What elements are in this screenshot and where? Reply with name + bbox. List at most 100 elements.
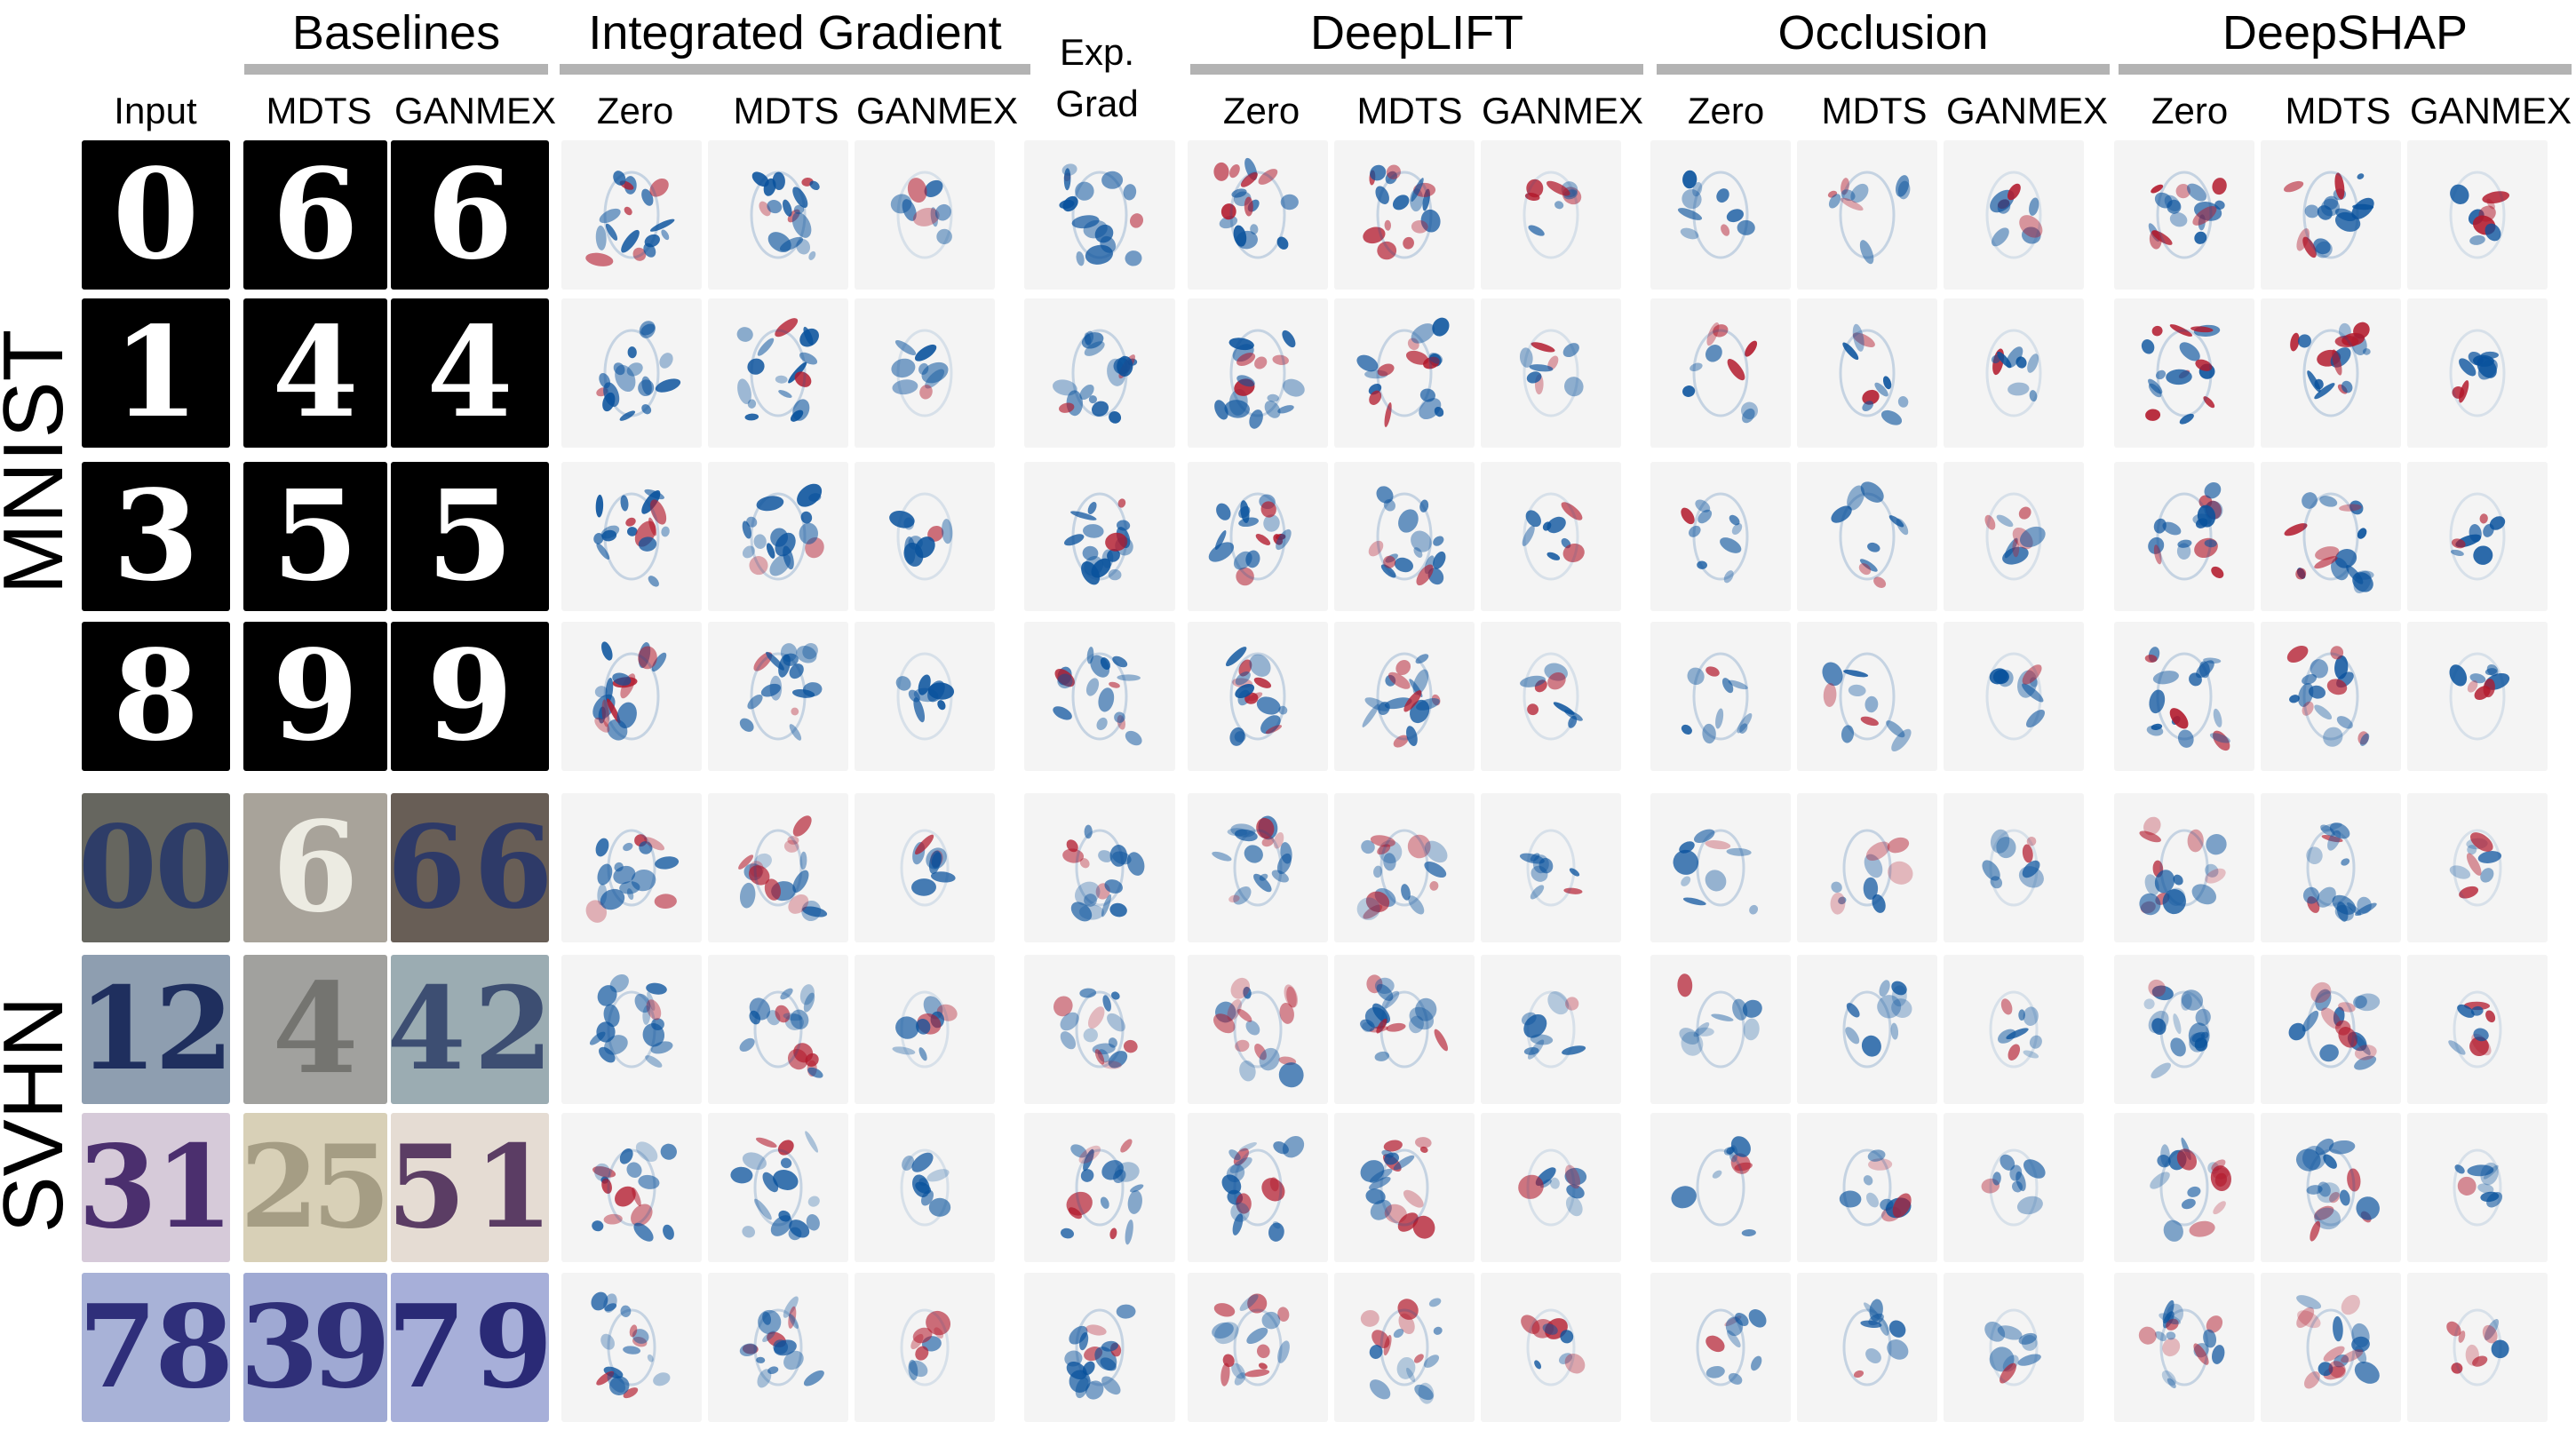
attribution-map-ig-ganmex [855,462,995,611]
attribution-map-shap-mdts [2261,955,2401,1104]
attribution-map-ig-mdts [708,462,848,611]
attribution-map-exp-grad [1024,955,1175,1104]
attribution-map-shap-mdts [2261,1273,2401,1422]
attribution-map-dl-mdts [1334,140,1475,290]
digit-text: 5 [426,464,513,609]
attribution-map-exp-grad [1024,1273,1175,1422]
attribution-map-dl-mdts [1334,1113,1475,1262]
attribution-map-occ-ganmex [1944,1113,2084,1262]
attribution-map-ig-zero [561,1113,702,1262]
attribution-map-shap-zero [2114,140,2254,290]
attribution-map-occ-zero [1650,1273,1791,1422]
digit-text: 0 [113,142,199,288]
attribution-map-ig-zero [561,140,702,290]
attribution-map-ig-ganmex [855,955,995,1104]
baseline-ganmex-image: 79 [391,1273,549,1422]
digit-text: 78 [82,1281,230,1414]
baseline-ganmex-image: 42 [391,955,549,1104]
attribution-map-shap-zero [2114,955,2254,1104]
attribution-map-shap-ganmex [2407,1273,2548,1422]
attribution-map-occ-ganmex [1944,298,2084,448]
attribution-map-exp-grad [1024,1113,1175,1262]
input-image: 00 [82,793,230,942]
attribution-map-ig-ganmex [855,140,995,290]
attribution-map-shap-ganmex [2407,298,2548,448]
attribution-map-dl-ganmex [1481,462,1621,611]
input-image: 31 [82,1113,230,1262]
attribution-map-shap-ganmex [2407,793,2548,942]
col-shap-zero-header: Zero [2114,89,2265,133]
attribution-map-occ-ganmex [1944,955,2084,1104]
group-occlusion-bar [1657,64,2110,75]
digit-text: 39 [243,1281,387,1414]
digit-text: 9 [272,624,358,769]
input-image: 3 [82,462,230,611]
attribution-map-occ-ganmex [1944,140,2084,290]
group-baselines-bar [244,64,548,75]
col-occ-zero-header: Zero [1650,89,1801,133]
attribution-map-ig-zero [561,298,702,448]
attribution-map-dl-zero [1188,1273,1328,1422]
col-occ-ganmex-header: GANMEX [1943,89,2111,133]
group-deepshap-bar [2119,64,2572,75]
attribution-map-occ-ganmex [1944,1273,2084,1422]
attribution-map-dl-zero [1188,955,1328,1104]
digit-text: 6 [272,142,358,288]
col-dl-mdts-header: MDTS [1334,89,1485,133]
attribution-map-dl-ganmex [1481,298,1621,448]
digit-text: 3 [113,464,199,609]
col-baseline-ganmex-header: GANMEX [391,89,560,133]
attribution-map-ig-mdts [708,622,848,771]
attribution-map-exp-grad [1024,793,1175,942]
attribution-map-dl-mdts [1334,955,1475,1104]
attribution-map-dl-zero [1188,298,1328,448]
digit-text: 6 [272,795,358,941]
attribution-map-dl-zero [1188,793,1328,942]
col-ig-mdts-header: MDTS [711,89,862,133]
col-dl-zero-header: Zero [1186,89,1337,133]
attribution-map-shap-mdts [2261,622,2401,771]
attribution-map-ig-zero [561,793,702,942]
baseline-ganmex-image: 6 [391,140,549,290]
digit-text: 31 [82,1121,230,1254]
attribution-map-dl-zero [1188,140,1328,290]
attribution-map-exp-grad [1024,622,1175,771]
attribution-map-ig-mdts [708,955,848,1104]
digit-text: 4 [272,300,358,446]
baseline-ganmex-image: 51 [391,1113,549,1262]
digit-text: 5 [272,464,358,609]
col-dl-ganmex-header: GANMEX [1478,89,1647,133]
attribution-map-dl-mdts [1334,462,1475,611]
attribution-map-dl-ganmex [1481,140,1621,290]
digit-text: 1 [113,300,199,446]
col-ig-ganmex-header: GANMEX [853,89,1022,133]
col-occ-mdts-header: MDTS [1799,89,1950,133]
attribution-map-occ-zero [1650,298,1791,448]
baseline-mdts-image: 39 [243,1273,387,1422]
group-baselines-header: Baselines [244,5,548,60]
group-deeplift-header: DeepLIFT [1190,5,1643,60]
attribution-map-dl-mdts [1334,793,1475,942]
exp-grad-header-line2: Grad [1022,82,1173,126]
baseline-mdts-image: 25 [243,1113,387,1262]
attribution-map-shap-mdts [2261,462,2401,611]
attribution-map-occ-zero [1650,1113,1791,1262]
attribution-map-dl-zero [1188,1113,1328,1262]
input-image: 78 [82,1273,230,1422]
attribution-map-dl-ganmex [1481,622,1621,771]
attribution-map-ig-zero [561,1273,702,1422]
baseline-mdts-image: 9 [243,622,387,771]
attribution-map-ig-mdts [708,1273,848,1422]
attribution-map-shap-ganmex [2407,1113,2548,1262]
digit-text: 8 [113,624,199,769]
attribution-map-exp-grad [1024,140,1175,290]
attribution-map-ig-ganmex [855,1113,995,1262]
baseline-ganmex-image: 4 [391,298,549,448]
col-input-header: Input [80,89,231,133]
digit-text: 4 [272,957,358,1102]
attribution-map-occ-mdts [1797,622,1937,771]
attribution-map-occ-zero [1650,955,1791,1104]
attribution-map-occ-mdts [1797,1273,1937,1422]
attribution-map-ig-ganmex [855,622,995,771]
attribution-map-occ-ganmex [1944,622,2084,771]
